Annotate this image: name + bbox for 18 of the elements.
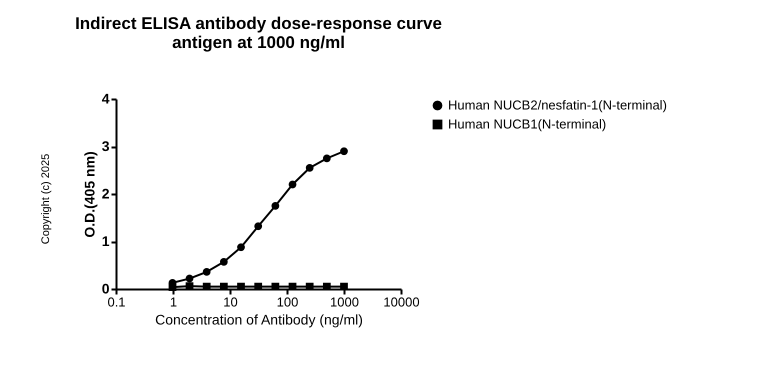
x-tick-label: 100	[276, 294, 298, 310]
y-tick-label: 1	[102, 233, 110, 249]
x-tick-label: 1	[170, 294, 178, 310]
x-tick-label: 1000	[330, 294, 359, 310]
text: antigen at 1000 ng/ml	[172, 33, 345, 52]
y-tick-label: 3	[102, 138, 110, 154]
x-axis-title: Concentration of Antibody (ng/ml)	[155, 312, 363, 328]
y-tick-label: 2	[102, 186, 110, 202]
x-tick-label: 10	[223, 294, 238, 310]
y-tick-label: 4	[102, 90, 110, 106]
x-tick-label: 10000	[383, 294, 420, 310]
text: Indirect ELISA antibody dose-response curve	[75, 14, 442, 33]
y-axis-title: O.D.(405 nm)	[82, 151, 98, 238]
x-tick-label: 0.1	[107, 294, 126, 310]
legend-label: Human NUCB1(N-terminal)	[448, 116, 606, 132]
y-tick-label: 0	[102, 280, 110, 296]
legend-label: Human NUCB2/nesfatin-1(N-terminal)	[448, 98, 667, 112]
text: Copyright (c) 2025	[40, 154, 52, 244]
